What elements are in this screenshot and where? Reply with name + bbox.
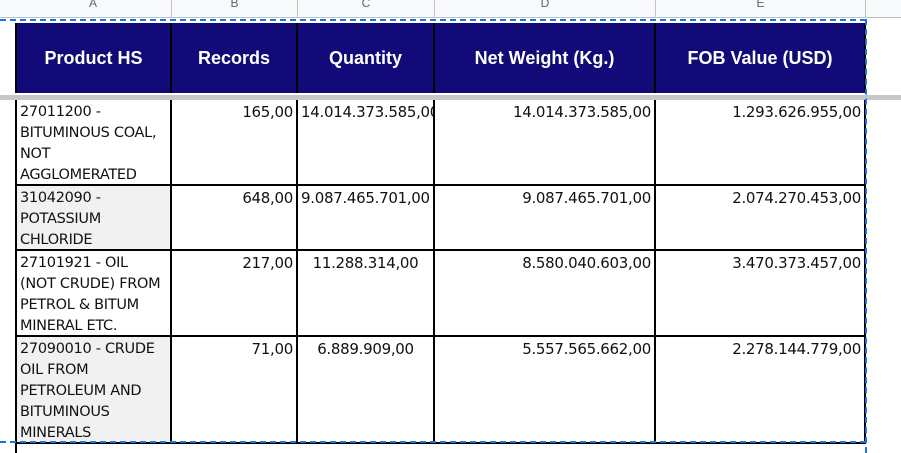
- cell-net-weight-row-4[interactable]: 5.557.565.662,00: [435, 337, 656, 444]
- cell-fob-value-row-4[interactable]: 2.278.144.779,00: [656, 337, 866, 444]
- cell-quantity-row-1[interactable]: 14.014.373.585,00: [298, 100, 435, 186]
- column-header-bar: A B C D E: [0, 0, 901, 18]
- cell-quantity-row-3[interactable]: 11.288.314,00: [298, 251, 435, 337]
- cell-net-weight-row-1[interactable]: 14.014.373.585,00: [435, 100, 656, 186]
- cell-quantity-row-2[interactable]: 9.087.465.701,00: [298, 186, 435, 251]
- column-header-e[interactable]: E: [656, 0, 866, 18]
- column-header-c[interactable]: C: [298, 0, 435, 18]
- cell-fob-value-row-2[interactable]: 2.074.270.453,00: [656, 186, 866, 251]
- table-header-row: [15, 23, 865, 93]
- header-records[interactable]: Records: [172, 23, 298, 93]
- cell-net-weight-row-2[interactable]: 9.087.465.701,00: [435, 186, 656, 251]
- table-left-border: [15, 100, 17, 453]
- cell-product-row-3[interactable]: 27101921 - OIL (NOT CRUDE) FROM PETROL &…: [17, 251, 172, 337]
- selection-border-right: [865, 19, 867, 453]
- cell-records-row-2[interactable]: 648,00: [172, 186, 298, 251]
- cell-product-row-4[interactable]: 27090010 - CRUDE OIL FROM PETROLEUM AND …: [17, 337, 172, 444]
- cell-fob-value-row-3[interactable]: 3.470.373.457,00: [656, 251, 866, 337]
- cell-product-row-2[interactable]: 31042090 - POTASSIUM CHLORIDE: [17, 186, 172, 251]
- column-header-b[interactable]: B: [172, 0, 298, 18]
- frozen-row-divider[interactable]: [0, 95, 901, 100]
- cell-product-row-1[interactable]: 27011200 - BITUMINOUS COAL, NOT AGGLOMER…: [17, 100, 172, 186]
- header-quantity[interactable]: Quantity: [298, 23, 435, 93]
- header-fob-value[interactable]: FOB Value (USD): [656, 23, 866, 93]
- column-header-a[interactable]: A: [15, 0, 172, 18]
- selection-border-top: [0, 19, 866, 21]
- cell-records-row-1[interactable]: 165,00: [172, 100, 298, 186]
- cell-records-row-3[interactable]: 217,00: [172, 251, 298, 337]
- cell-quantity-row-4[interactable]: 6.889.909,00: [298, 337, 435, 444]
- cell-fob-value-row-1[interactable]: 1.293.626.955,00: [656, 100, 866, 186]
- cell-net-weight-row-3[interactable]: 8.580.040.603,00: [435, 251, 656, 337]
- column-header-d[interactable]: D: [435, 0, 656, 18]
- cell-records-row-4[interactable]: 71,00: [172, 337, 298, 444]
- header-net-weight[interactable]: Net Weight (Kg.): [435, 23, 656, 93]
- selection-border-bottom: [0, 441, 866, 443]
- header-product-hs[interactable]: Product HS: [15, 23, 172, 93]
